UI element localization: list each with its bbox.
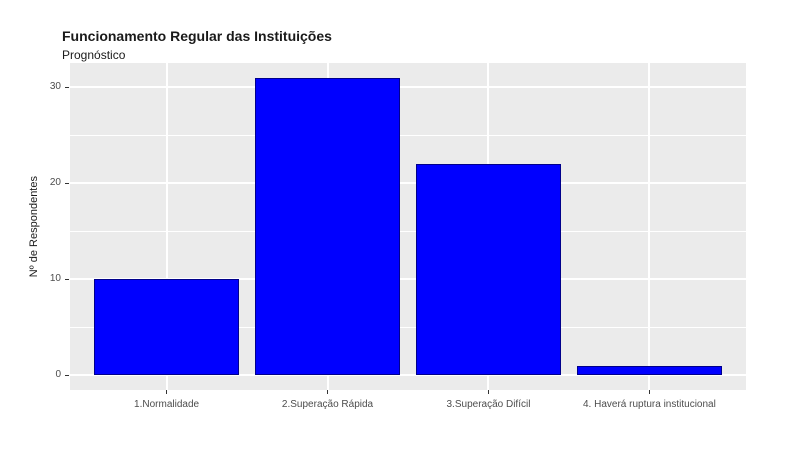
- y-tick-label: 10: [49, 273, 61, 285]
- chart-subtitle: Prognóstico: [62, 48, 126, 62]
- gridline-vertical: [165, 63, 168, 390]
- bar: [416, 164, 561, 376]
- x-tick-label: 1.Normalidade: [134, 399, 200, 410]
- x-tick-label: 2.Superação Rápida: [281, 399, 374, 410]
- bar: [94, 279, 239, 376]
- x-axis-tick: [166, 390, 168, 394]
- gridline-minor: [70, 326, 746, 328]
- x-axis-tick: [327, 390, 329, 394]
- bar: [255, 77, 400, 376]
- y-axis-title-text: Nº de Respondentes: [28, 175, 40, 278]
- x-axis-tick: [648, 390, 650, 394]
- gridline-minor: [70, 134, 746, 136]
- y-axis-tick: [65, 374, 69, 376]
- gridline-major: [70, 278, 746, 281]
- plot-panel: [70, 63, 746, 390]
- x-axis-tick: [487, 390, 489, 394]
- x-tick-label: 3.Superação Difícil: [446, 399, 531, 410]
- y-axis-tick: [65, 86, 69, 88]
- gridline-vertical: [648, 63, 651, 390]
- x-tick-label: 4. Haverá ruptura institucional: [582, 399, 716, 410]
- bar: [577, 365, 722, 376]
- y-tick-label: 20: [49, 177, 61, 189]
- gridline-major: [70, 182, 746, 185]
- y-tick-label: 0: [55, 369, 61, 381]
- y-axis-title: Nº de Respondentes: [26, 63, 42, 390]
- y-axis-tick: [65, 182, 69, 184]
- y-tick-label: 30: [49, 81, 61, 93]
- gridline-major: [70, 86, 746, 89]
- gridline-minor: [70, 230, 746, 232]
- chart-title: Funcionamento Regular das Instituições: [62, 28, 332, 44]
- y-axis-tick: [65, 278, 69, 280]
- gridline-major: [70, 374, 746, 377]
